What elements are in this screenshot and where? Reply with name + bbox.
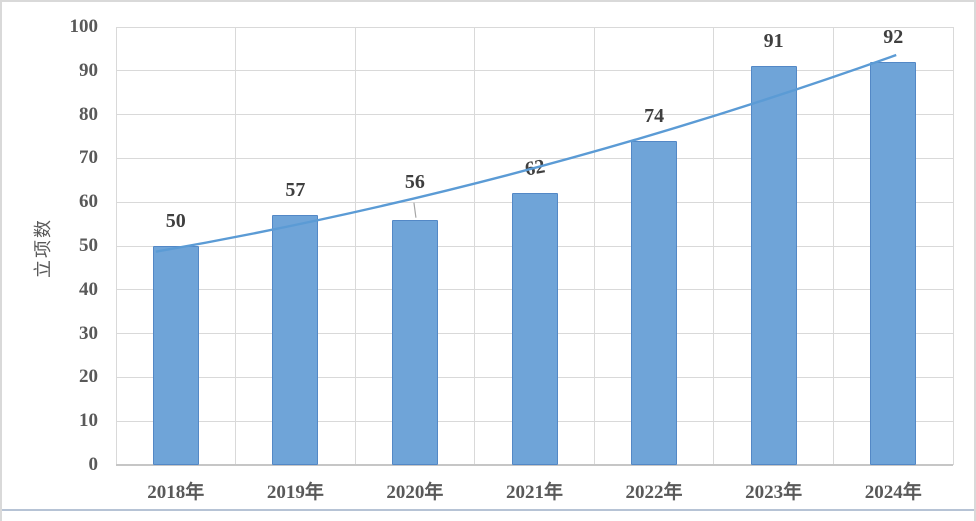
bar-value-label: 56 bbox=[404, 170, 425, 193]
bar bbox=[750, 66, 797, 465]
y-tick-label: 40 bbox=[79, 278, 98, 300]
x-category-label: 2020年 bbox=[386, 482, 444, 503]
y-tick-label: 90 bbox=[79, 59, 98, 81]
bar-value-label: 91 bbox=[763, 30, 784, 53]
bar bbox=[870, 62, 917, 465]
v-gridline bbox=[115, 27, 117, 465]
v-gridline bbox=[354, 27, 356, 465]
v-gridline bbox=[235, 27, 237, 465]
h-gridline bbox=[116, 114, 953, 116]
y-tick-label: 20 bbox=[79, 366, 98, 388]
bar-value-label: 57 bbox=[285, 179, 306, 202]
label-leader-line bbox=[413, 202, 417, 218]
x-category-label: 2022年 bbox=[625, 482, 683, 503]
y-tick-label: 60 bbox=[79, 191, 98, 213]
x-category-label: 2023年 bbox=[745, 482, 803, 503]
v-gridline bbox=[593, 27, 595, 465]
y-tick-label: 30 bbox=[79, 322, 98, 344]
v-gridline bbox=[474, 27, 476, 465]
x-axis-line bbox=[116, 464, 953, 466]
x-category-label: 2021年 bbox=[505, 482, 563, 503]
bar bbox=[272, 215, 319, 465]
bar-value-label: 92 bbox=[883, 26, 904, 49]
bar bbox=[511, 193, 558, 465]
y-tick-label: 80 bbox=[79, 103, 98, 125]
v-gridline bbox=[832, 27, 834, 465]
page-bottom-rule bbox=[2, 509, 974, 511]
x-category-label: 2019年 bbox=[266, 482, 324, 503]
y-tick-label: 10 bbox=[79, 410, 98, 432]
bar bbox=[152, 246, 199, 465]
x-category-label: 2024年 bbox=[864, 482, 922, 503]
y-tick-label: 50 bbox=[79, 235, 98, 256]
x-category-label: 2018年 bbox=[147, 482, 205, 503]
h-gridline bbox=[116, 26, 953, 28]
y-tick-label: 100 bbox=[69, 16, 99, 37]
y-tick-label: 70 bbox=[79, 147, 98, 169]
bar-value-label: 62 bbox=[522, 155, 547, 182]
bar-value-label: 50 bbox=[165, 210, 186, 232]
v-gridline bbox=[713, 27, 715, 465]
y-tick-label: 0 bbox=[88, 454, 99, 475]
v-gridline bbox=[952, 27, 954, 465]
bar bbox=[391, 219, 438, 465]
bar bbox=[631, 140, 678, 465]
h-gridline bbox=[116, 70, 953, 72]
bar-value-label: 74 bbox=[644, 104, 665, 127]
